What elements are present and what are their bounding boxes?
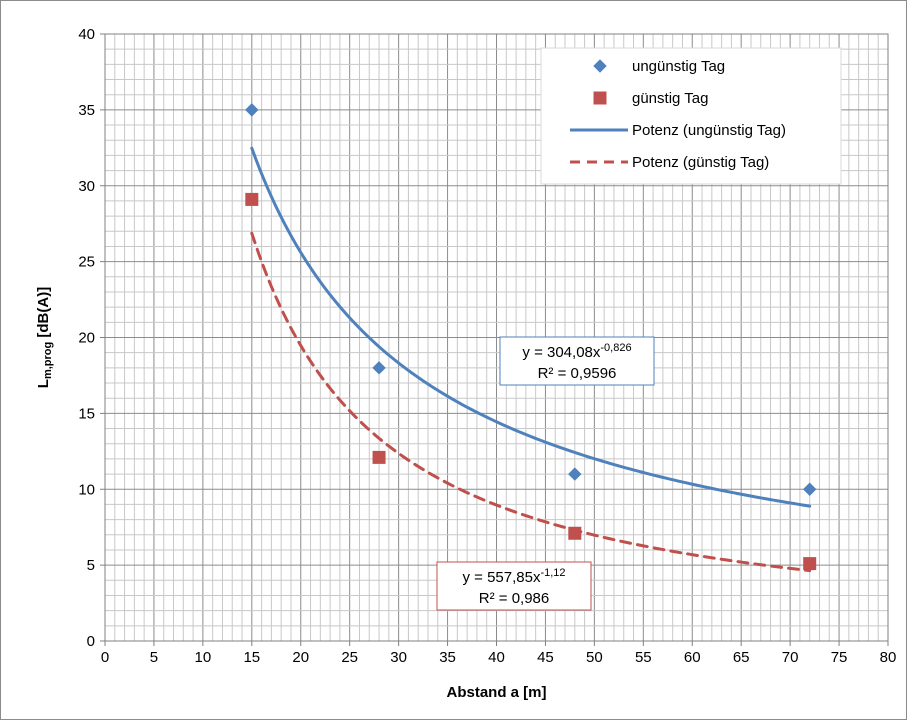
x-tick-label: 0 <box>101 649 109 666</box>
trendline-gunstig <box>250 231 812 573</box>
x-tick-label: 65 <box>733 649 750 666</box>
data-points <box>245 103 817 571</box>
data-point-gunstig <box>568 526 582 540</box>
x-tick-label: 10 <box>195 649 212 666</box>
legend-item-ungunstig: ungünstig Tag <box>593 58 725 75</box>
equation-box-gunstig <box>436 561 592 611</box>
x-tick-label: 80 <box>880 649 897 666</box>
trendline-equation-gunstig: y = 557,85x-1,12 R² = 0,986 <box>436 561 592 611</box>
y-tick-label: 30 <box>78 178 95 195</box>
data-point-ungunstig <box>245 103 259 117</box>
x-tick-label: 20 <box>292 649 309 666</box>
r2-ungunstig: R² = 0,9596 <box>538 365 617 382</box>
trendline-ungunstig <box>250 146 812 508</box>
y-axis-title-subscript: m,prog <box>42 342 54 379</box>
data-point-ungunstig <box>802 482 817 496</box>
y-axis-title-unit: [dB(A)] <box>35 287 52 342</box>
equation-gunstig: y = 557,85x-1,12 <box>462 567 565 586</box>
x-tick-label: 70 <box>782 649 799 666</box>
r2-gunstig: R² = 0,986 <box>479 590 549 607</box>
x-tick-label: 5 <box>150 649 158 666</box>
legend-item-ungunstig-label: ungünstig Tag <box>632 58 725 75</box>
equation-gunstig-main: y = 557,85x <box>462 569 540 586</box>
x-tick-label: 55 <box>635 649 652 666</box>
y-tick-label: 10 <box>78 481 95 498</box>
data-point-gunstig <box>372 450 386 464</box>
legend-item-trend-gunstig: Potenz (günstig Tag) <box>570 154 769 171</box>
y-tick-label: 40 <box>78 26 95 43</box>
legend: ungünstig Tag günstig Tag Potenz (ungünsti… <box>540 47 842 185</box>
y-tick-label: 0 <box>87 633 95 650</box>
x-tick-label: 25 <box>341 649 358 666</box>
legend-item-gunstig: günstig Tag <box>593 90 708 107</box>
data-point-gunstig <box>245 192 259 206</box>
legend-item-ungunstig-symbol <box>593 59 607 73</box>
y-axis-title-main: L <box>35 379 52 388</box>
x-tick-label: 60 <box>684 649 701 666</box>
x-tick-label: 50 <box>586 649 603 666</box>
data-point-ungunstig <box>568 467 582 481</box>
trendline-equation-ungunstig: y = 304,08x-0,826 R² = 0,9596 <box>499 336 655 386</box>
y-tick-label: 35 <box>78 102 95 119</box>
y-tick-label: 5 <box>87 557 95 574</box>
legend-item-gunstig-label: günstig Tag <box>632 90 708 107</box>
y-tick-label: 20 <box>78 330 95 347</box>
legend-item-trend-gunstig-label: Potenz (günstig Tag) <box>632 154 769 171</box>
x-tick-label: 40 <box>488 649 505 666</box>
equation-ungunstig-main: y = 304,08x <box>522 344 600 361</box>
x-tick-label: 30 <box>390 649 407 666</box>
axes: 0 5 10 15 20 25 30 35 40 45 50 55 60 65 70 75 80 0 5 10 15 20… <box>78 26 896 666</box>
legend-item-gunstig-symbol <box>593 91 607 105</box>
equation-ungunstig-exponent: -0,826 <box>600 342 631 354</box>
x-tick-label: 15 <box>243 649 260 666</box>
trendlines <box>250 146 812 573</box>
y-tick-label: 25 <box>78 254 95 271</box>
legend-item-trend-ungunstig: Potenz (ungünstig Tag) <box>570 122 786 139</box>
y-axis-title: Lm,prog [dB(A)] <box>35 287 54 388</box>
x-tick-label: 35 <box>439 649 456 666</box>
equation-gunstig-exponent: -1,12 <box>540 567 565 579</box>
x-tick-label: 75 <box>831 649 848 666</box>
y-tick-label: 15 <box>78 405 95 422</box>
data-point-gunstig <box>803 557 817 571</box>
data-point-ungunstig <box>372 361 386 375</box>
legend-item-trend-ungunstig-label: Potenz (ungünstig Tag) <box>632 122 786 139</box>
x-tick-label: 45 <box>537 649 554 666</box>
equation-box-ungunstig <box>499 336 655 386</box>
equation-ungunstig: y = 304,08x-0,826 <box>522 342 631 361</box>
x-axis-title: Abstand a [m] <box>446 684 546 701</box>
